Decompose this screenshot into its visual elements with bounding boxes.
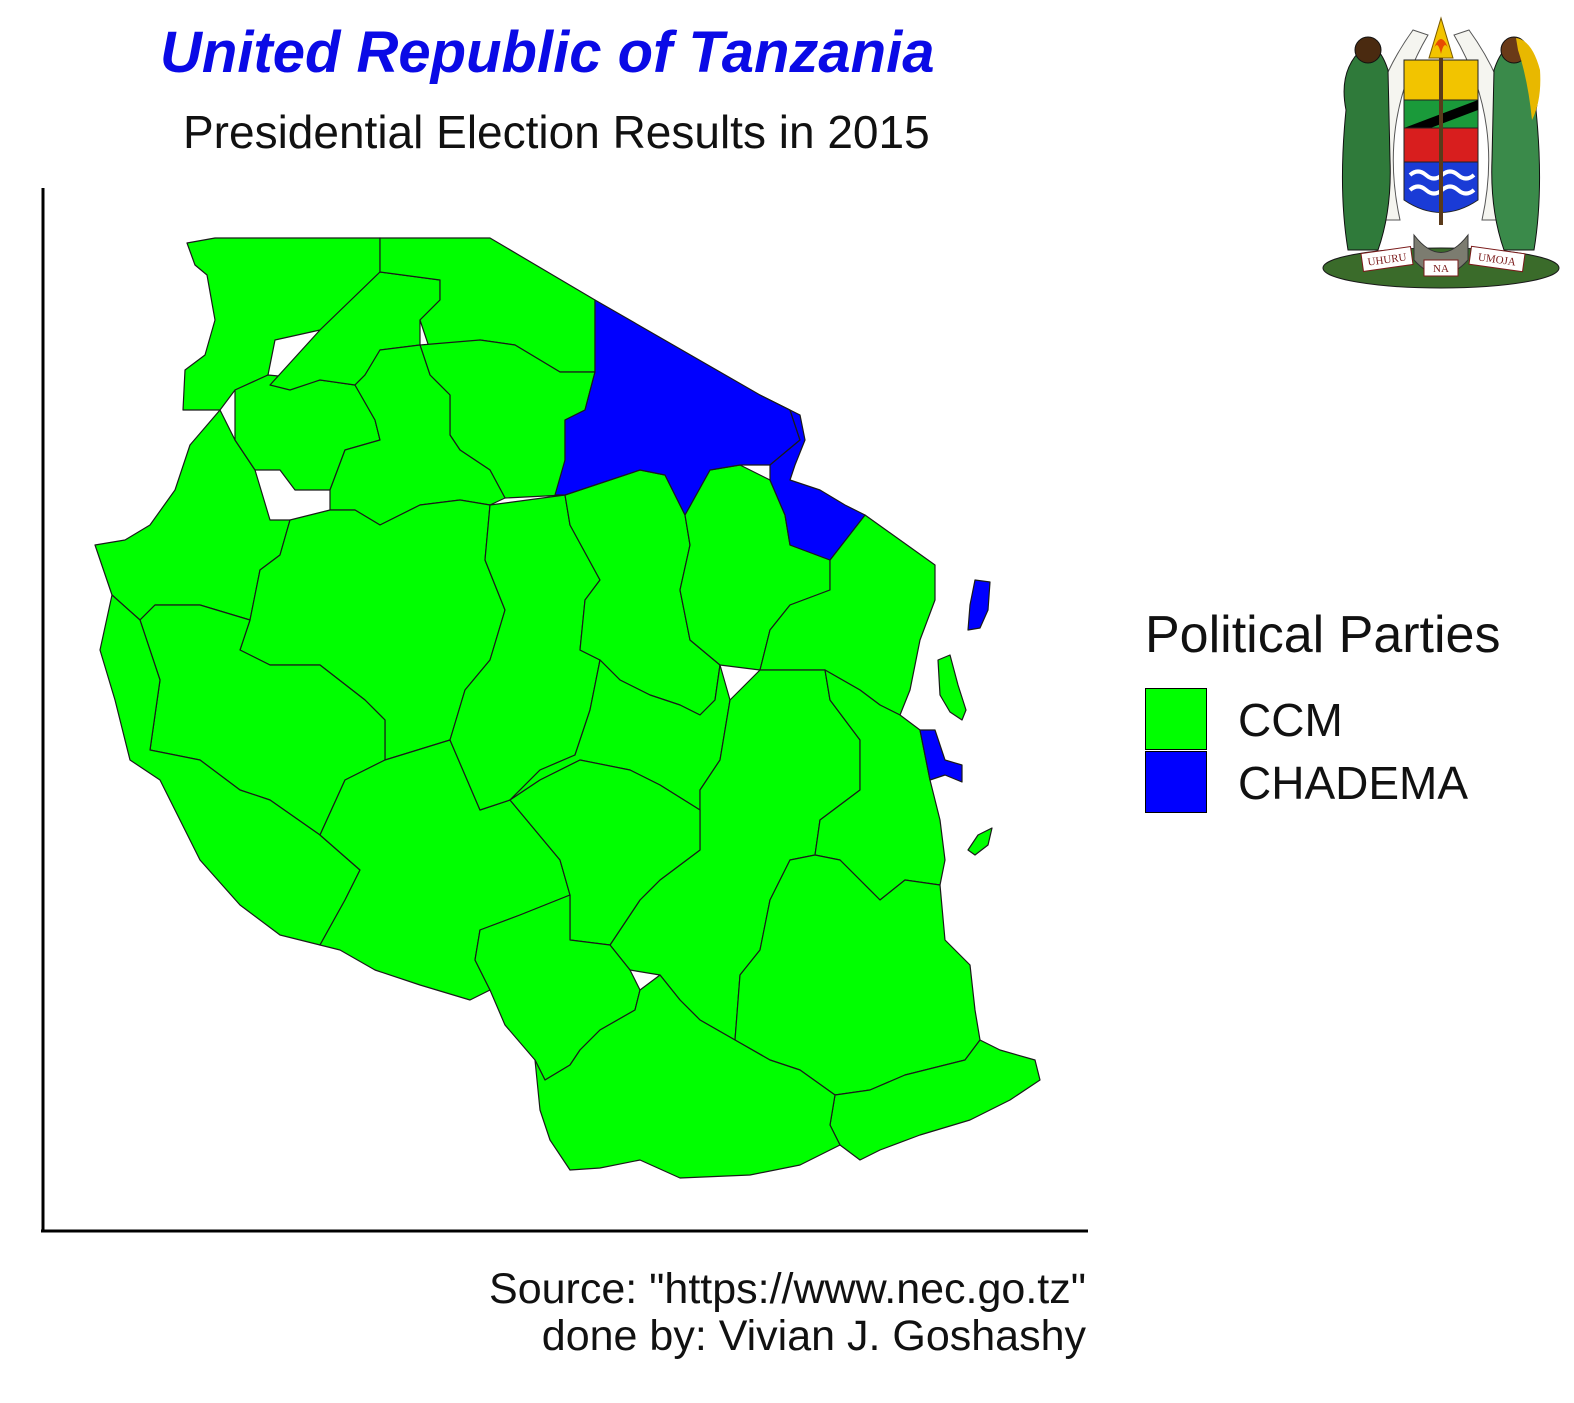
emblem-motto-umoja: UMOJA [1477, 251, 1516, 268]
legend: Political Parties CCM CHADEMA [1145, 600, 1565, 814]
legend-item-chadema: CHADEMA [1145, 751, 1565, 814]
region-ruvuma [534, 974, 841, 1179]
emblem-motto-uhuru: UHURU [1367, 251, 1407, 268]
map-title: United Republic of Tanzania [160, 20, 935, 85]
coat-of-arms-emblem: UHURU NA UMOJA [1322, 16, 1560, 289]
island-pemba [967, 579, 991, 631]
legend-label-ccm: CCM [1238, 694, 1343, 746]
legend-title: Political Parties [1145, 606, 1501, 664]
caption-author: done by: Vivian J. Goshashy [541, 1312, 1086, 1360]
legend-swatch-chadema [1145, 751, 1207, 813]
legend-swatch-ccm [1145, 688, 1207, 750]
island-unguja [937, 654, 967, 721]
map-subtitle: Presidential Election Results in 2015 [183, 106, 930, 158]
map-caption: Source: "https://www.nec.go.tz" done by:… [489, 1266, 1086, 1360]
region-dar-es-salaam [919, 729, 963, 783]
legend-label-chadema: CHADEMA [1238, 757, 1469, 809]
island-mafia [967, 827, 993, 856]
caption-source: Source: "https://www.nec.go.tz" [489, 1265, 1086, 1313]
legend-item-ccm: CCM [1145, 688, 1565, 751]
emblem-motto-na: NA [1433, 263, 1449, 275]
region-polygons [94, 237, 1041, 1179]
region-mtwara [829, 1039, 1041, 1161]
region-kilimanjaro [759, 394, 866, 561]
